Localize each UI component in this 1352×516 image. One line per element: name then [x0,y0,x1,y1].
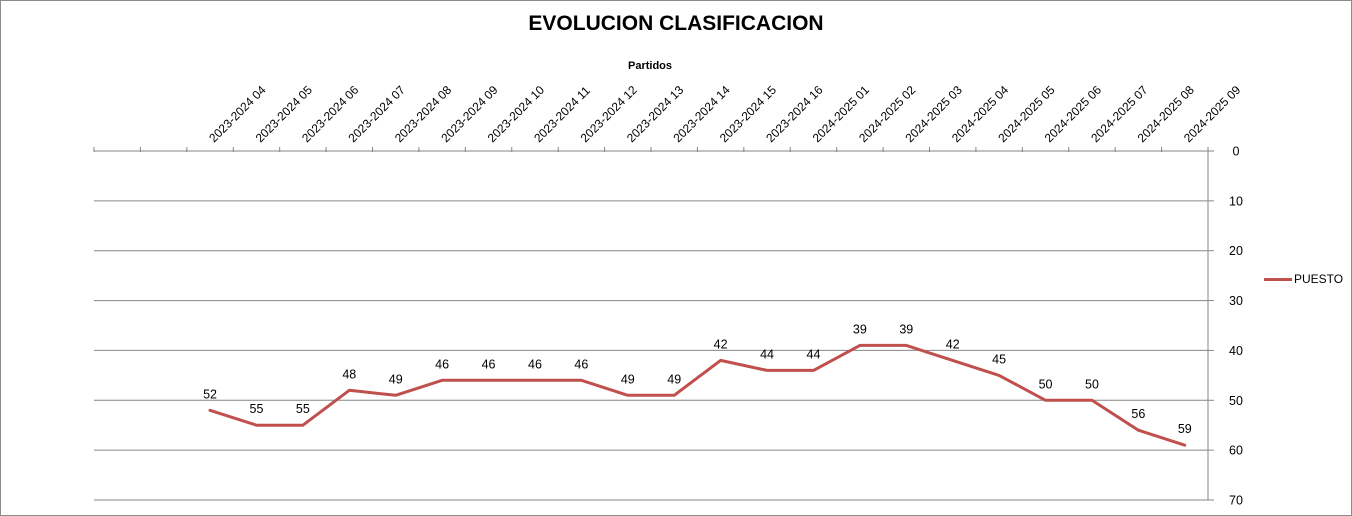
y-tick-label: 60 [1229,444,1243,458]
grid-lines [94,200,1208,501]
data-label: 45 [992,352,1006,366]
axes [93,147,1214,501]
y-tick-label: 10 [1229,194,1243,208]
data-label: 55 [250,402,264,416]
data-label: 44 [760,347,774,361]
data-label: 39 [853,322,867,336]
data-labels: 52 55 55 48 49 46 46 46 46 49 49 42 44 44 39 39 42 45 50 50… [203,322,1192,436]
y-tick-label: 70 [1229,494,1243,508]
data-label: 49 [389,372,403,386]
data-label: 44 [807,347,821,361]
data-label: 46 [574,357,588,371]
y-tick-label: 30 [1229,294,1243,308]
y-tick-label: 20 [1229,244,1243,258]
series-line [208,343,1187,447]
data-label: 50 [1085,377,1099,391]
y-tick-labels: 0 10 20 30 40 50 60 70 [1229,145,1243,508]
data-label: 56 [1131,407,1145,421]
data-label: 52 [203,387,217,401]
data-label: 46 [528,357,542,371]
legend-label: PUESTO [1294,272,1344,286]
data-label: 49 [621,372,635,386]
data-label: 55 [296,402,310,416]
data-label: 39 [899,322,913,336]
legend-swatch [1264,277,1292,281]
legend: PUESTO [1264,272,1343,286]
y-tick-label: 40 [1229,344,1243,358]
x-axis-title: Partidos [627,60,672,72]
data-label: 48 [342,367,356,381]
data-label: 50 [1039,377,1053,391]
data-label: 49 [667,372,681,386]
y-tick-label: 0 [1233,145,1240,159]
data-label: 42 [946,337,960,351]
y-tick-label: 50 [1229,394,1243,408]
series-lines [208,343,1187,447]
data-label: 46 [435,357,449,371]
data-label: 59 [1178,422,1192,436]
data-label: 46 [482,357,496,371]
data-label: 42 [714,337,728,351]
chart-title: EVOLUCION CLASIFICACION [528,12,824,35]
